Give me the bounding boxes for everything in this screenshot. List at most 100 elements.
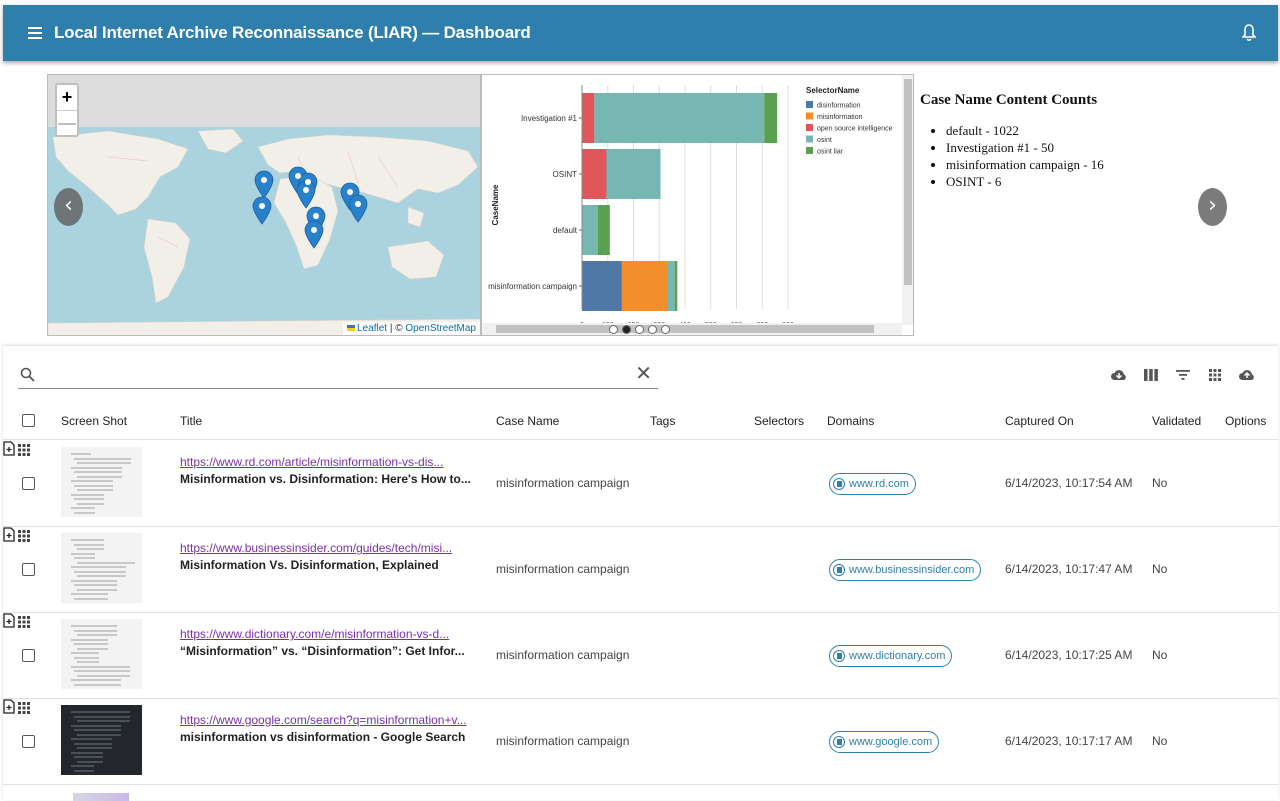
chart-legend-label: osint liar [817, 149, 844, 156]
header-case[interactable]: Case Name [496, 414, 560, 428]
attribution-separator: | © [387, 323, 406, 334]
domain-label: www.google.com [849, 736, 933, 748]
table-toolbar [1110, 366, 1256, 384]
chart-legend-swatch [806, 135, 813, 143]
captured-on-cell: 6/14/2023, 10:17:47 AM [1005, 562, 1133, 576]
map-markers[interactable] [48, 75, 481, 336]
table-header: Screen Shot Title Case Name Tags Selecto… [3, 402, 1278, 440]
world-map[interactable]: + — Leaflet | © OpenStreetMap [47, 74, 481, 336]
row-checkbox[interactable] [22, 735, 35, 748]
screenshot-thumbnail[interactable] [61, 533, 142, 603]
columns-icon[interactable] [1142, 366, 1160, 384]
capture-url-link[interactable]: https://www.businessinsider.com/guides/t… [180, 541, 453, 555]
screenshot-thumbnail[interactable] [61, 447, 142, 517]
map-zoom-control: + — [55, 83, 79, 137]
selector-bar-chart: Investigation #1 OSINT default misinformati… [481, 74, 914, 336]
header-options[interactable]: Options [1225, 414, 1267, 428]
carousel-dot[interactable] [661, 325, 670, 334]
chart-bar [764, 93, 778, 143]
domain-icon [833, 564, 845, 576]
carousel-dot[interactable] [648, 325, 657, 334]
table-row[interactable]: https://www.businessinsider.com/guides/t… [3, 527, 1278, 613]
chart-legend-title: SelectorName [806, 86, 860, 95]
chart-vertical-scroll-thumb [904, 79, 912, 285]
header-tags[interactable]: Tags [650, 414, 676, 428]
notification-bell-icon[interactable] [1242, 24, 1256, 42]
chart-legend-label: misinformation [817, 114, 863, 121]
screenshot-thumbnail[interactable] [61, 619, 142, 689]
carousel-dot[interactable] [609, 325, 618, 334]
validated-cell: No [1152, 734, 1168, 748]
chart-horizontal-scroll-thumb [496, 325, 874, 333]
table-row[interactable]: https://www.dictionary.com/e/misinformat… [3, 613, 1278, 699]
chart-bar [582, 261, 622, 311]
chart-legend-swatch [806, 112, 813, 120]
chart-category-label: OSINT [553, 170, 578, 179]
capture-title: misinformation vs disinformation - Googl… [180, 730, 466, 744]
row-checkbox[interactable] [22, 477, 35, 490]
ukraine-flag-icon [347, 325, 356, 331]
leaflet-link[interactable]: Leaflet [357, 323, 388, 334]
case-name-cell: misinformation campaign [496, 648, 630, 662]
chart-bar [582, 93, 595, 143]
validated-cell: No [1152, 476, 1168, 490]
add-document-icon[interactable] [3, 613, 15, 628]
openstreetmap-link[interactable]: OpenStreetMap [405, 323, 476, 334]
carousel-next-button[interactable]: › [1198, 188, 1227, 226]
chart-category-label: default [553, 226, 578, 235]
menu-icon[interactable] [28, 24, 42, 42]
select-all-checkbox[interactable] [22, 414, 35, 427]
zoom-out-button[interactable]: — [57, 110, 77, 135]
clear-search-icon[interactable]: ✕ [635, 363, 652, 385]
options-menu-icon[interactable] [18, 616, 31, 628]
chart-legend-swatch [806, 124, 813, 131]
density-grid-icon[interactable] [1206, 366, 1224, 384]
captures-table: ✕ Screen Shot Title Case Name Tags Selec… [3, 346, 1278, 801]
dashboard-carousel: + — Leaflet | © OpenStreetMap ‹ Investig… [3, 68, 1278, 344]
screenshot-thumbnail[interactable] [61, 705, 142, 775]
row-checkbox[interactable] [22, 563, 35, 576]
add-document-icon[interactable] [3, 441, 15, 456]
add-document-icon[interactable] [3, 527, 15, 542]
carousel-prev-button[interactable]: ‹ [54, 188, 83, 226]
capture-url-link[interactable]: https://www.rd.com/article/misinformatio… [180, 455, 444, 469]
next-row-thumbnail-peek [73, 793, 129, 801]
domain-icon [833, 736, 845, 748]
domain-chip[interactable]: www.rd.com [829, 473, 916, 495]
options-menu-icon[interactable] [18, 530, 31, 542]
chart-legend-swatch [806, 147, 813, 154]
zoom-in-button[interactable]: + [61, 87, 73, 107]
table-row[interactable]: https://www.google.com/search?q=misinfor… [3, 699, 1278, 785]
search-icon [20, 367, 35, 382]
domain-chip[interactable]: www.businessinsider.com [829, 559, 982, 581]
domain-chip[interactable]: www.dictionary.com [829, 645, 953, 667]
header-title[interactable]: Title [180, 414, 203, 428]
header-validated[interactable]: Validated [1152, 414, 1202, 428]
chart-category-label: Investigation #1 [521, 114, 578, 123]
capture-url-link[interactable]: https://www.dictionary.com/e/misinformat… [180, 627, 450, 641]
cloud-download-icon[interactable] [1110, 366, 1128, 384]
carousel-dot[interactable] [622, 325, 631, 334]
domain-label: www.businessinsider.com [849, 564, 975, 576]
capture-title: “Misinformation” vs. “Disinformation”: G… [180, 644, 465, 658]
row-checkbox[interactable] [22, 649, 35, 662]
header-domains[interactable]: Domains [827, 414, 875, 428]
capture-url-link[interactable]: https://www.google.com/search?q=misinfor… [180, 713, 467, 727]
header-screenshot[interactable]: Screen Shot [61, 414, 128, 428]
header-selectors[interactable]: Selectors [754, 414, 805, 428]
search-bar: ✕ [18, 362, 658, 389]
options-menu-icon[interactable] [18, 444, 31, 456]
options-menu-icon[interactable] [18, 702, 31, 714]
domain-label: www.dictionary.com [849, 650, 946, 662]
chart-category-label: misinformation campaign [488, 282, 577, 291]
header-captured[interactable]: Captured On [1005, 414, 1074, 428]
add-document-icon[interactable] [3, 699, 15, 714]
domain-chip[interactable]: www.google.com [829, 731, 940, 753]
cloud-upload-icon[interactable] [1238, 366, 1256, 384]
carousel-dot[interactable] [635, 325, 644, 334]
table-row[interactable]: https://www.rd.com/article/misinformatio… [3, 441, 1278, 527]
chart-bar [582, 205, 598, 255]
search-input[interactable] [44, 364, 634, 386]
filter-icon[interactable] [1174, 366, 1192, 384]
case-name-cell: misinformation campaign [496, 476, 630, 490]
